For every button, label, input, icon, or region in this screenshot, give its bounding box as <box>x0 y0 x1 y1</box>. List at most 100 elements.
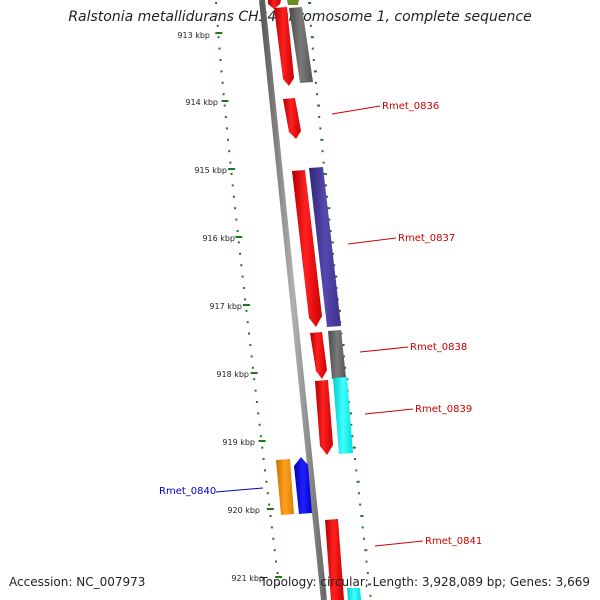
track-dot <box>272 537 275 540</box>
gene-arrow[interactable] <box>294 457 312 514</box>
track-dot <box>222 93 225 96</box>
track-dot <box>231 184 234 187</box>
track-dot <box>341 344 345 346</box>
track-dot <box>215 2 218 4</box>
track-dot <box>225 127 228 130</box>
track-dot <box>241 275 244 278</box>
track-dot <box>216 24 219 27</box>
track-dot <box>242 287 245 289</box>
tick-mark <box>275 576 283 578</box>
track-dot <box>314 81 317 84</box>
track-dot <box>221 81 224 84</box>
track-dot <box>275 560 278 563</box>
track-dot <box>266 492 269 495</box>
track-dot <box>253 378 256 381</box>
track-dot <box>355 469 358 472</box>
gene-arrow[interactable] <box>292 170 322 327</box>
track-dot <box>326 195 329 198</box>
track-dot <box>308 13 311 16</box>
track-dot <box>273 549 276 552</box>
track-dot <box>356 480 360 483</box>
track-dot <box>338 309 341 312</box>
track-dot <box>333 264 336 267</box>
track-dot <box>269 515 272 517</box>
tick-label: 918 kbp <box>216 370 249 379</box>
gene-label-rmet-0839[interactable]: Rmet_0839 <box>415 404 472 415</box>
track-dot <box>327 207 331 210</box>
track-dot <box>318 116 321 118</box>
track-dot <box>320 138 324 141</box>
tick-label: 915 kbp <box>194 166 227 175</box>
genome-summary-text: Topology: circular; Length: 3,928,089 bp… <box>260 575 590 589</box>
track-dot <box>220 70 223 73</box>
track-dot <box>361 526 364 529</box>
track-dot <box>354 458 357 460</box>
track-dot <box>251 366 254 369</box>
tick-mark <box>215 32 223 34</box>
tick-mark <box>242 304 250 306</box>
gene-arrow[interactable] <box>274 7 294 86</box>
track-dot <box>257 412 260 415</box>
track-dot <box>230 173 233 175</box>
tick-label: 914 kbp <box>185 98 218 107</box>
track-dot <box>319 127 322 130</box>
track-dot <box>323 173 327 175</box>
gene-arrow[interactable] <box>283 98 301 139</box>
gene-arrow[interactable] <box>333 377 353 454</box>
gene-arrow[interactable] <box>287 0 299 5</box>
track-dot <box>366 572 369 574</box>
track-dot <box>363 537 365 540</box>
track-dot <box>324 184 327 187</box>
track-dot <box>254 389 257 392</box>
feature-ring-track <box>308 2 372 597</box>
tick-mark <box>258 440 266 442</box>
gene-label-rmet-0838[interactable]: Rmet_0838 <box>410 342 467 353</box>
track-dot <box>360 515 364 517</box>
track-dot <box>232 195 235 198</box>
tick-mark <box>266 508 274 510</box>
track-dot <box>235 218 238 221</box>
track-dot <box>340 332 343 335</box>
gene-arrow[interactable] <box>328 330 346 379</box>
track-dot <box>350 423 353 426</box>
tick-mark <box>228 168 236 170</box>
track-dot <box>217 36 220 39</box>
track-dot <box>357 492 360 495</box>
tick-label: 920 kbp <box>227 506 260 515</box>
tick-mark <box>221 100 229 102</box>
track-dot <box>227 138 230 141</box>
track-dot <box>351 435 354 438</box>
chromosome-backbone <box>259 0 327 600</box>
gene-arrow[interactable] <box>276 459 294 515</box>
gene-label-rmet-0837[interactable]: Rmet_0837 <box>398 233 455 244</box>
gene-label-rmet-0836[interactable]: Rmet_0836 <box>382 101 439 112</box>
feature-track[interactable] <box>268 0 361 600</box>
track-dot <box>249 344 252 346</box>
gene-arrow[interactable] <box>315 380 333 455</box>
track-dot <box>264 469 266 472</box>
gene-arrow[interactable] <box>289 7 313 83</box>
gene-arrow[interactable] <box>347 588 361 600</box>
tick-label: 913 kbp <box>177 31 210 40</box>
gene-label-rmet-0840[interactable]: Rmet_0840 <box>159 486 216 497</box>
gene-arrow[interactable] <box>309 167 341 327</box>
track-dot <box>228 150 231 153</box>
track-dot <box>369 594 372 597</box>
track-dot <box>270 526 273 529</box>
track-dot <box>312 59 315 61</box>
track-dot <box>215 13 218 16</box>
track-dot <box>329 230 332 232</box>
track-dot <box>334 275 338 278</box>
track-dot <box>317 104 321 107</box>
gene-arrow[interactable] <box>310 332 327 379</box>
gene-label-rmet-0841[interactable]: Rmet_0841 <box>425 536 482 547</box>
track-dot <box>245 309 248 312</box>
track-dot <box>250 355 253 358</box>
track-dot <box>229 161 232 164</box>
track-dot <box>349 412 352 415</box>
track-dot <box>265 480 268 483</box>
gene-arrow[interactable] <box>268 0 281 9</box>
track-dot <box>224 116 227 118</box>
gene-arrow[interactable] <box>325 519 344 600</box>
